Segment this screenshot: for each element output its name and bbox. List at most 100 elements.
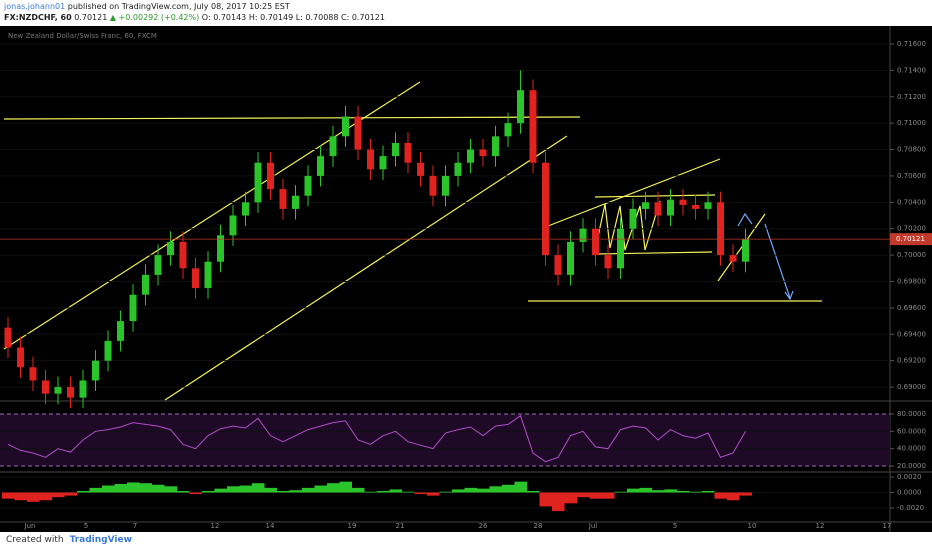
candle-body: [254, 162, 262, 203]
x-tick-label: 5: [673, 522, 677, 530]
y-tick-label: 0.69200: [897, 357, 926, 365]
candle-body: [579, 228, 587, 242]
macd-bar: [714, 492, 727, 499]
y-tick-label: 0.69800: [897, 277, 926, 285]
candle-body: [179, 241, 187, 269]
y-tick-label: 0.70800: [897, 146, 926, 154]
macd-bar: [189, 492, 202, 495]
y-tick-label: 0.71200: [897, 93, 926, 101]
candle-body: [554, 255, 562, 275]
macd-bar: [339, 481, 352, 493]
macd-bar: [89, 487, 102, 493]
macd-bar: [727, 492, 740, 501]
candle-body: [692, 204, 699, 209]
y-tick-label: 0.0020: [897, 473, 922, 481]
candle-body: [504, 123, 512, 137]
macd-bar: [602, 492, 615, 499]
y-tick-label: 0.69000: [897, 383, 926, 391]
candle-body: [79, 380, 87, 398]
candle-body: [404, 142, 412, 163]
candle-body: [467, 149, 474, 163]
macd-bar: [114, 483, 127, 493]
ohlc: O: 0.70143 H: 0.70149 L: 0.70088 C: 0.70…: [201, 13, 385, 22]
macd-bar: [677, 490, 690, 493]
macd-bar: [139, 483, 152, 493]
candle-body: [229, 215, 237, 236]
price: 0.70121: [74, 13, 108, 22]
macd-bar: [327, 483, 340, 493]
macd-bar: [127, 482, 140, 493]
y-tick-label: 0.70200: [897, 225, 926, 233]
candle-body: [292, 195, 299, 209]
projection-arrows: [737, 212, 794, 301]
y-tick-label: 60.0000: [897, 427, 926, 435]
y-tick-label: 0.70000: [897, 251, 926, 259]
candle-body: [217, 235, 224, 262]
candle-body: [279, 189, 287, 209]
candle-body: [317, 156, 324, 176]
x-tick-label: 26: [479, 522, 488, 530]
rsi-line: [7, 414, 746, 463]
candle-body: [54, 387, 62, 394]
macd-bar: [27, 492, 40, 502]
macd-bar: [477, 488, 490, 493]
macd-bar: [289, 490, 302, 493]
candle-body: [129, 294, 137, 322]
macd-bar: [577, 492, 590, 498]
symbol: FX:NZDCHF, 60: [4, 13, 72, 22]
candle-body: [442, 175, 449, 196]
candle-body: [329, 136, 337, 157]
change: ▲ +0.00292 (+0.42%): [109, 13, 200, 22]
y-tick-label: 0.69400: [897, 330, 926, 338]
macd-bar: [202, 490, 215, 493]
candle-body: [417, 162, 424, 176]
macd-bar: [552, 492, 565, 512]
candle-body: [517, 90, 524, 124]
rsi-band: [0, 413, 890, 467]
x-tick-label: 17: [883, 522, 892, 530]
x-tick-label: 28: [534, 522, 543, 530]
y-tick-label: 0.69600: [897, 304, 926, 312]
macd-bar: [164, 486, 177, 493]
y-tick-label: 0.70600: [897, 172, 926, 180]
macd-bar: [102, 485, 115, 493]
footer: Created with TradingView: [0, 532, 932, 550]
y-tick-label: -0.0020: [897, 504, 924, 512]
macd-bar: [14, 492, 27, 501]
author[interactable]: jonas.johann01: [4, 2, 66, 11]
macd-bar: [627, 488, 640, 493]
x-tick-label: Jul: [588, 522, 598, 530]
macd-bar: [2, 492, 15, 499]
macd-bar: [664, 489, 677, 493]
macd-bar: [527, 490, 540, 493]
candle-body: [429, 175, 437, 196]
candle-body: [67, 387, 74, 398]
macd-bar: [452, 489, 465, 493]
candle-body: [642, 202, 649, 209]
x-tick-label: 14: [266, 522, 275, 530]
chart-title: New Zealand Dollar/Swiss Franc, 60, FXCM: [8, 32, 157, 40]
macd-bar: [377, 490, 390, 493]
x-tick-label: 5: [84, 522, 88, 530]
macd-bar: [227, 486, 240, 493]
macd-bar: [52, 492, 65, 498]
candle-body: [479, 149, 487, 157]
macd-bar: [589, 492, 602, 499]
candle-body: [454, 162, 462, 176]
macd-bar: [389, 489, 402, 493]
candle-body: [629, 208, 637, 229]
macd-bar: [352, 487, 365, 493]
candle-body: [367, 149, 374, 170]
candle-body: [92, 360, 99, 381]
last-price-tag: [890, 233, 932, 246]
macd-bar: [514, 481, 527, 493]
y-tick-label: 40.0000: [897, 445, 926, 453]
x-tick-label: 12: [816, 522, 825, 530]
macd-bar: [564, 492, 577, 504]
y-tick-label: 0.0000: [897, 489, 922, 497]
macd-bar: [177, 490, 190, 493]
brand[interactable]: TradingView: [69, 535, 132, 545]
candle-body: [592, 228, 599, 256]
macd-bar: [439, 491, 452, 493]
